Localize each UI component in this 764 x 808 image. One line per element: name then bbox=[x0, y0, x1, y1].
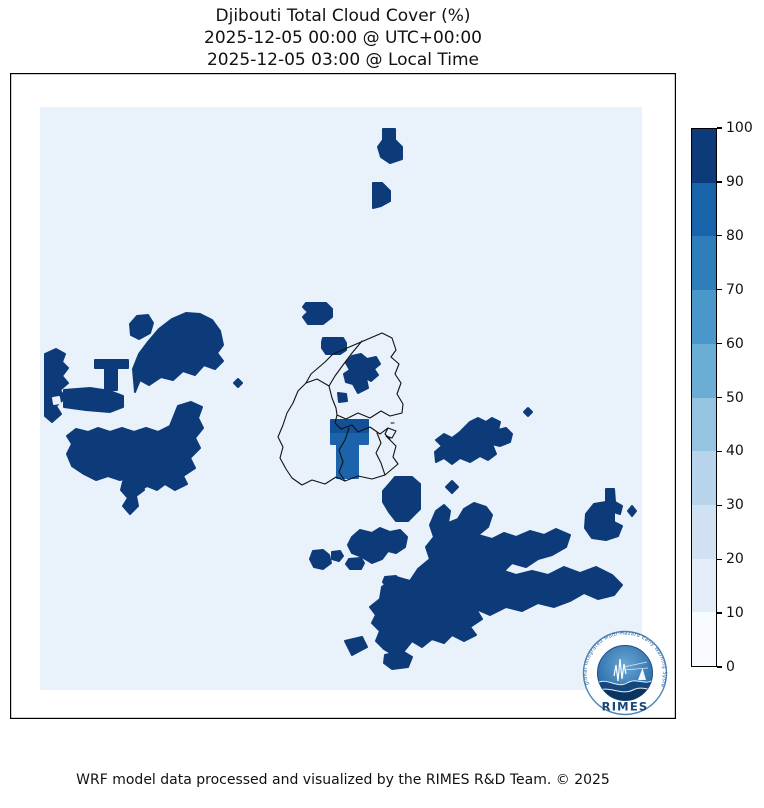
cloud-south-left-blob bbox=[347, 527, 408, 564]
colorbar-segment-60 bbox=[692, 343, 716, 398]
cloud-central-dot bbox=[337, 392, 348, 403]
colorbar-ticklabel-70: 70 bbox=[726, 281, 744, 298]
colorbar-tickmark-10 bbox=[717, 612, 722, 614]
colorbar-segment-10 bbox=[692, 612, 716, 667]
colorbar-tickmark-80 bbox=[717, 235, 722, 237]
cloud-east-right-blob bbox=[584, 488, 623, 541]
colorbar-ticklabel-60: 60 bbox=[726, 335, 744, 352]
cloud-west-horiz-arm bbox=[63, 387, 124, 413]
chart-title-line-1: Djibouti Total Cloud Cover (%) bbox=[215, 6, 471, 26]
colorbar-segment-30 bbox=[692, 504, 716, 559]
colorbar-tickmark-40 bbox=[717, 450, 722, 453]
logo-lighthouse-icon bbox=[638, 668, 646, 680]
cloud-east-fox-dot bbox=[445, 480, 459, 494]
cloud-east-fox bbox=[434, 417, 513, 465]
colorbar-ticklabel-100: 100 bbox=[726, 120, 753, 136]
cloud-sc-dot-3 bbox=[331, 550, 344, 562]
colorbar-tickmark-90 bbox=[717, 181, 722, 183]
logo-wordmark: RIMES bbox=[602, 700, 649, 714]
cloud-southeast-main bbox=[369, 502, 623, 656]
cloud-west-arm bbox=[44, 348, 69, 423]
colorbar-ticklabel-10: 10 bbox=[726, 605, 744, 622]
cloud-south-parallelogram bbox=[344, 636, 368, 656]
colorbar-tickmark-0 bbox=[717, 666, 722, 668]
cloud-south-of-mushroom bbox=[382, 476, 421, 522]
djibouti-outline bbox=[277, 332, 404, 486]
colorbar-tickmark-60 bbox=[717, 342, 722, 345]
cloud-west-flag bbox=[94, 359, 129, 391]
border-arta-east bbox=[375, 432, 386, 476]
colorbar-segment-20 bbox=[692, 558, 716, 613]
colorbar-segment-40 bbox=[692, 451, 716, 505]
cloud-west-bean bbox=[129, 314, 154, 340]
cloud-cover-map: Regional Integrated Multi-Hazard Early W… bbox=[10, 73, 676, 719]
colorbar-segment-90 bbox=[692, 182, 716, 237]
colorbar-ticklabel-0: 0 bbox=[726, 659, 735, 675]
colorbar-tickmark-20 bbox=[717, 558, 722, 560]
cloud-west-tail bbox=[120, 473, 145, 515]
colorbar-tickmark-70 bbox=[717, 289, 722, 291]
cloud-west-main bbox=[132, 312, 224, 393]
colorbar-tickmark-100 bbox=[717, 127, 722, 129]
cloud-north-small-2 bbox=[372, 182, 391, 209]
border-obock-tadjourah bbox=[328, 340, 363, 416]
colorbar-segment-70 bbox=[692, 290, 716, 344]
colorbar-ticklabel-20: 20 bbox=[726, 551, 744, 568]
colorbar-segment-100 bbox=[692, 129, 716, 183]
colorbar-bar bbox=[691, 128, 717, 667]
colorbar-segment-80 bbox=[692, 236, 716, 291]
border-arta-west bbox=[338, 427, 350, 482]
cloud-south-bottom-blob bbox=[383, 650, 413, 670]
cloud-sc-dot-1 bbox=[309, 549, 332, 570]
colorbar-ticklabel-50: 50 bbox=[726, 389, 744, 406]
rimes-logo: Regional Integrated Multi-Hazard Early W… bbox=[583, 631, 668, 716]
border-djibouti-city bbox=[384, 427, 391, 440]
cloud-north-small-1 bbox=[377, 128, 403, 164]
cloud-sc-dot-2 bbox=[345, 557, 365, 570]
colorbar: 0 10 20 30 40 50 60 70 80 90 100 bbox=[691, 121, 761, 674]
cloud-west-dot bbox=[233, 378, 243, 388]
cloud-patches-layer bbox=[44, 128, 637, 670]
colorbar-tickmark-30 bbox=[717, 504, 722, 506]
colorbar-ticklabel-30: 30 bbox=[726, 497, 744, 514]
chart-title-block: Djibouti Total Cloud Cover (%) 2025-12-0… bbox=[10, 5, 676, 71]
cloud-east-plus-dot bbox=[523, 407, 533, 417]
cloud-west-arm-hole bbox=[52, 396, 61, 405]
cloud-on-north-border bbox=[321, 337, 347, 355]
cloud-west-lower bbox=[66, 401, 204, 493]
logo-cable-line-2 bbox=[623, 667, 649, 671]
colorbar-segment-50 bbox=[692, 397, 716, 452]
chart-title-line-3: 2025-12-05 03:00 @ Local Time bbox=[206, 50, 480, 70]
logo-seismograph-icon bbox=[613, 658, 627, 682]
colorbar-ticklabel-90: 90 bbox=[726, 173, 744, 190]
colorbar-tickmark-50 bbox=[717, 396, 722, 399]
cloud-east-right-dot bbox=[627, 505, 637, 517]
colorbar-ticklabel-40: 40 bbox=[726, 443, 744, 460]
chart-title-line-2: 2025-12-05 00:00 @ UTC+00:00 bbox=[204, 28, 482, 48]
cloud-central-djibouti bbox=[343, 353, 381, 394]
logo-cable-line-1 bbox=[623, 661, 648, 668]
admin-boundaries-layer bbox=[277, 332, 404, 486]
colorbar-ticklabel-80: 80 bbox=[726, 227, 744, 244]
cloud-nw-of-border bbox=[302, 302, 333, 325]
footer-credit: WRF model data processed and visualized … bbox=[76, 772, 610, 788]
border-tadjourah-west bbox=[305, 378, 330, 387]
